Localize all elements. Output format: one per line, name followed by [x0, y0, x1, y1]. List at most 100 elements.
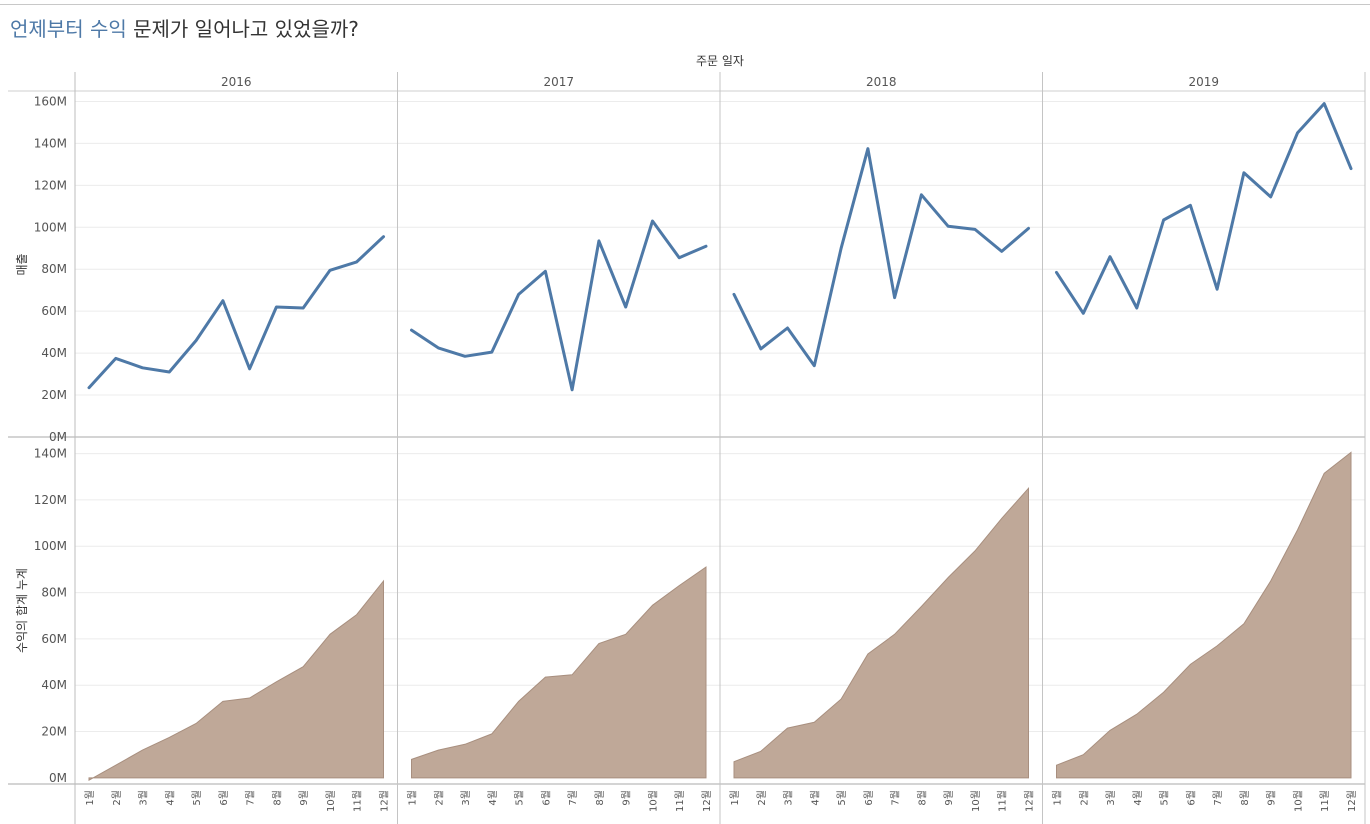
month-label-2017-2: 2월	[433, 790, 445, 806]
month-label-2018-7: 7월	[890, 790, 902, 806]
sales-point-2018-6	[866, 147, 870, 151]
profit-point-2017-10	[651, 603, 655, 607]
month-label-2016-9: 9월	[298, 790, 310, 806]
profit-point-2016-8	[274, 680, 278, 684]
sales-point-2018-9	[946, 224, 950, 228]
profit-point-2018-5	[839, 697, 843, 701]
profit-point-2019-3	[1108, 728, 1112, 732]
profit-point-2019-9	[1269, 579, 1273, 583]
month-label-2019-6: 6월	[1185, 790, 1197, 806]
sales-point-2016-2	[114, 356, 118, 360]
marks-layer	[87, 102, 1353, 782]
profit-point-2018-4	[812, 720, 816, 724]
sales-point-2019-12	[1349, 167, 1353, 171]
year-header-2018: 2018	[866, 75, 897, 89]
sales-point-2019-4	[1135, 306, 1139, 310]
month-label-2016-2: 2월	[111, 790, 123, 806]
month-label-2019-8: 8월	[1239, 790, 1251, 806]
sales-point-2016-9	[301, 306, 305, 310]
sales-point-2017-6	[543, 269, 547, 273]
month-label-2019-2: 2월	[1078, 790, 1090, 806]
profit-point-2016-3	[141, 748, 145, 752]
sales-point-2018-5	[839, 246, 843, 250]
month-label-2016-6: 6월	[218, 790, 230, 806]
profit-point-2019-10	[1296, 528, 1300, 532]
month-label-2016-10: 10월	[325, 790, 337, 812]
sales-point-2017-10	[651, 219, 655, 223]
year-header-2017: 2017	[543, 75, 574, 89]
profit-point-2017-4	[490, 732, 494, 736]
profit-point-2016-5	[194, 722, 198, 726]
profit-point-2018-9	[946, 576, 950, 580]
profit-point-2019-7	[1215, 644, 1219, 648]
sales-point-2016-8	[274, 305, 278, 309]
sales-point-2016-11	[355, 260, 359, 264]
month-label-2016-1: 1월	[84, 790, 96, 806]
profit-point-2016-7	[248, 696, 252, 700]
month-label-2018-12: 12월	[1024, 790, 1036, 812]
sales-point-2018-10	[973, 227, 977, 231]
month-label-2017-1: 1월	[407, 790, 419, 806]
month-label-2016-8: 8월	[271, 790, 283, 806]
month-label-2016-4: 4월	[164, 790, 176, 806]
month-label-2018-5: 5월	[836, 790, 848, 806]
y-tick-label: 20M	[41, 388, 67, 402]
sales-point-2016-1	[87, 386, 91, 390]
y-tick-label: 60M	[41, 304, 67, 318]
month-label-2017-12: 12월	[701, 790, 713, 812]
profit-point-2017-7	[570, 673, 574, 677]
sales-point-2019-6	[1188, 203, 1192, 207]
sales-point-2019-1	[1055, 270, 1059, 274]
month-label-2017-9: 9월	[621, 790, 633, 806]
profit-point-2016-4	[167, 735, 171, 739]
month-label-2018-6: 6월	[863, 790, 875, 806]
sales-point-2017-11	[677, 256, 681, 260]
profit-point-2018-7	[893, 632, 897, 636]
top-rule	[0, 4, 1370, 5]
year-header-2019: 2019	[1188, 75, 1219, 89]
sales-point-2019-10	[1296, 131, 1300, 135]
sales-point-2019-2	[1081, 311, 1085, 315]
sales-point-2017-12	[704, 244, 708, 248]
y-tick-label: 140M	[34, 447, 67, 461]
sales-point-2018-12	[1027, 226, 1031, 230]
y-tick-label: 120M	[34, 178, 67, 192]
month-label-2017-7: 7월	[567, 790, 579, 806]
sales-point-2017-9	[624, 305, 628, 309]
sales-point-2018-1	[732, 292, 736, 296]
month-label-2019-12: 12월	[1346, 790, 1358, 812]
profit-point-2017-9	[624, 632, 628, 636]
month-label-2017-8: 8월	[594, 790, 606, 806]
sales-point-2017-3	[463, 354, 467, 358]
profit-point-2019-8	[1242, 622, 1246, 626]
dashboard-title: 언제부터 수익 문제가 일어나고 있었을까?	[10, 14, 359, 44]
profit-point-2016-1	[87, 778, 91, 782]
sales-point-2018-8	[919, 193, 923, 197]
month-label-2016-7: 7월	[245, 790, 257, 806]
sales-point-2016-10	[328, 268, 332, 272]
sales-point-2017-1	[410, 328, 414, 332]
sales-point-2018-7	[893, 296, 897, 300]
sales-line-2017	[410, 219, 708, 392]
month-label-2019-9: 9월	[1266, 790, 1278, 806]
sales-point-2016-12	[382, 235, 386, 239]
profit-point-2018-10	[973, 549, 977, 553]
profit-point-2018-3	[786, 726, 790, 730]
column-header: 주문 일자	[696, 54, 744, 68]
profit-point-2017-11	[677, 584, 681, 588]
month-label-2019-7: 7월	[1212, 790, 1224, 806]
month-label-2018-2: 2월	[756, 790, 768, 806]
month-label-2018-9: 9월	[943, 790, 955, 806]
sales-point-2018-2	[759, 347, 763, 351]
profit-point-2019-4	[1135, 712, 1139, 716]
sales-line-2018	[732, 147, 1030, 368]
sales-point-2018-3	[786, 326, 790, 330]
sales-point-2017-4	[490, 350, 494, 354]
month-label-2018-1: 1월	[729, 790, 741, 806]
profit-point-2016-2	[114, 763, 118, 767]
profit-point-2018-8	[919, 605, 923, 609]
month-label-2018-11: 11월	[997, 790, 1009, 812]
profit-area-2018	[733, 486, 1029, 779]
profit-point-2019-11	[1322, 471, 1326, 475]
month-label-2019-11: 11월	[1319, 790, 1331, 812]
